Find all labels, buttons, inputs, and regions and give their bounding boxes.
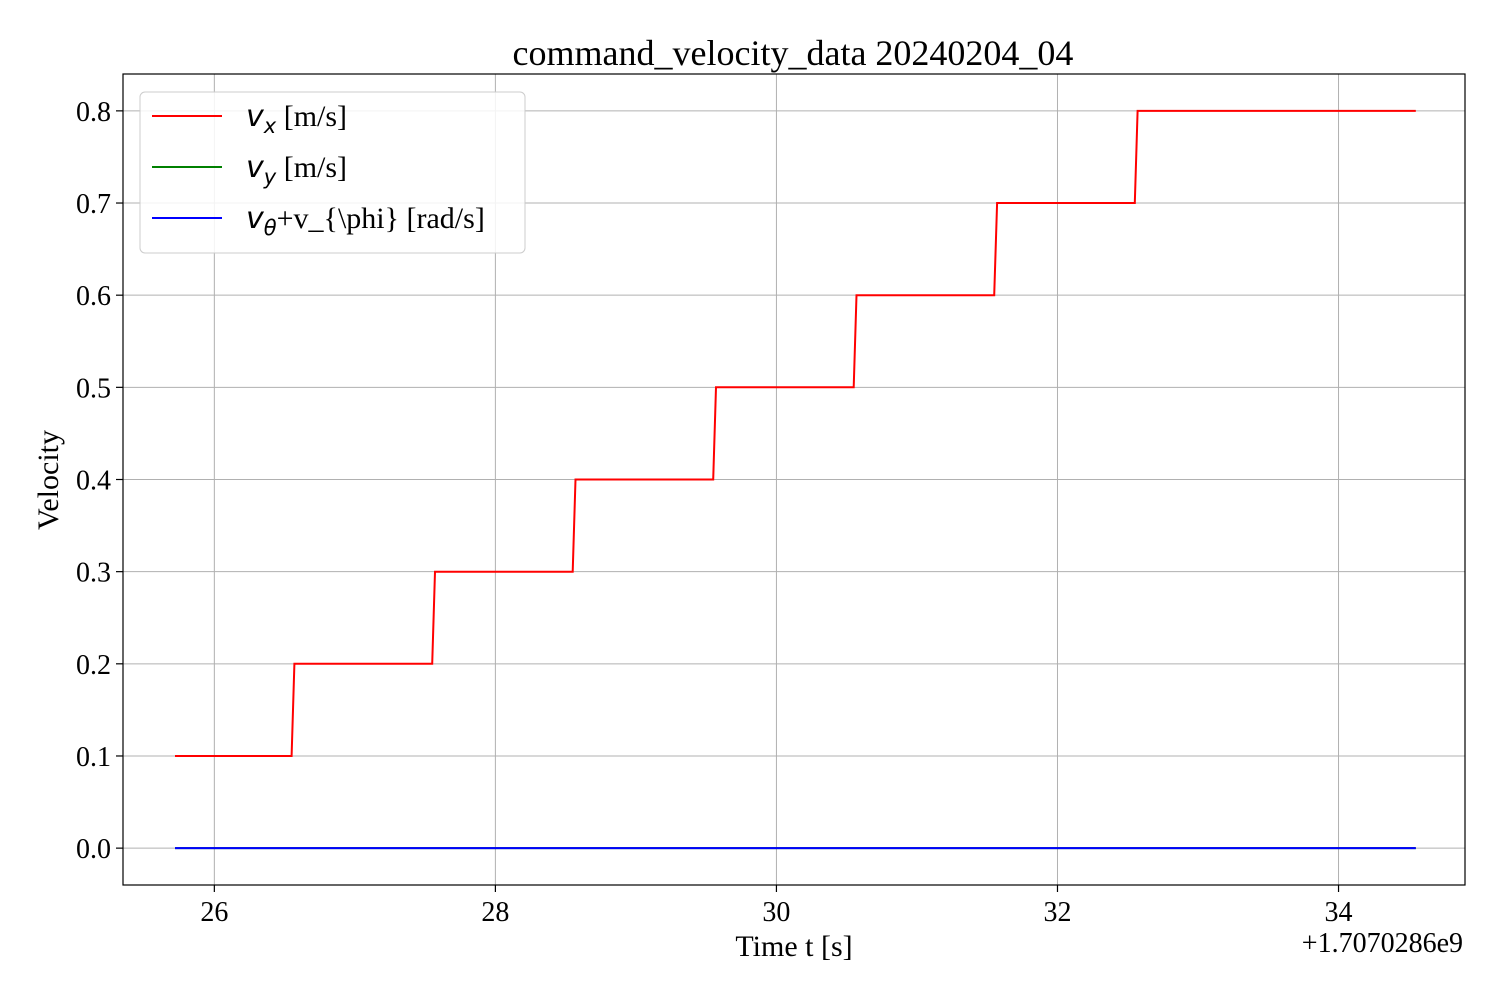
legend: vx [m/s] vy [m/s] vθ+v_{\phi} [rad/s] xyxy=(139,91,526,254)
series-lines xyxy=(175,109,1416,850)
x-tick-label: 28 xyxy=(481,897,509,928)
legend-box xyxy=(139,91,526,254)
y-tick-label: 0.6 xyxy=(76,281,111,312)
x-tick-label: 26 xyxy=(200,897,228,928)
y-tick-label: 0.8 xyxy=(76,97,111,128)
y-tick-label: 0.4 xyxy=(76,466,111,497)
y-tick-label: 0.1 xyxy=(76,742,111,773)
y-tick-label: 0.5 xyxy=(76,373,111,404)
y-tick-label: 0.3 xyxy=(76,558,111,589)
y-axis-label: Velocity xyxy=(32,430,65,530)
x-axis-label: Time t [s] xyxy=(735,930,852,963)
y-tick-label: 0.0 xyxy=(76,834,111,865)
axis-ticks: 26 28 30 32 34 0.0 0.1 0.2 0.3 0.4 0.5 0.6 0.7 0.8 xyxy=(76,97,1353,928)
x-offset-label: +1.7070286e9 xyxy=(1302,928,1463,959)
x-tick-label: 32 xyxy=(1043,897,1071,928)
series-line-0 xyxy=(175,109,1416,757)
x-tick-label: 30 xyxy=(762,897,790,928)
legend-label-1: vy [m/s] xyxy=(246,150,347,189)
y-tick-label: 0.2 xyxy=(76,650,111,681)
legend-label-2: vθ+v_{\phi} [rad/s] xyxy=(246,201,485,240)
y-tick-label: 0.7 xyxy=(76,189,111,220)
chart-title: command_velocity_data 20240204_04 xyxy=(513,33,1074,73)
legend-label-0: vx [m/s] xyxy=(246,99,347,138)
x-tick-label: 34 xyxy=(1325,897,1353,928)
